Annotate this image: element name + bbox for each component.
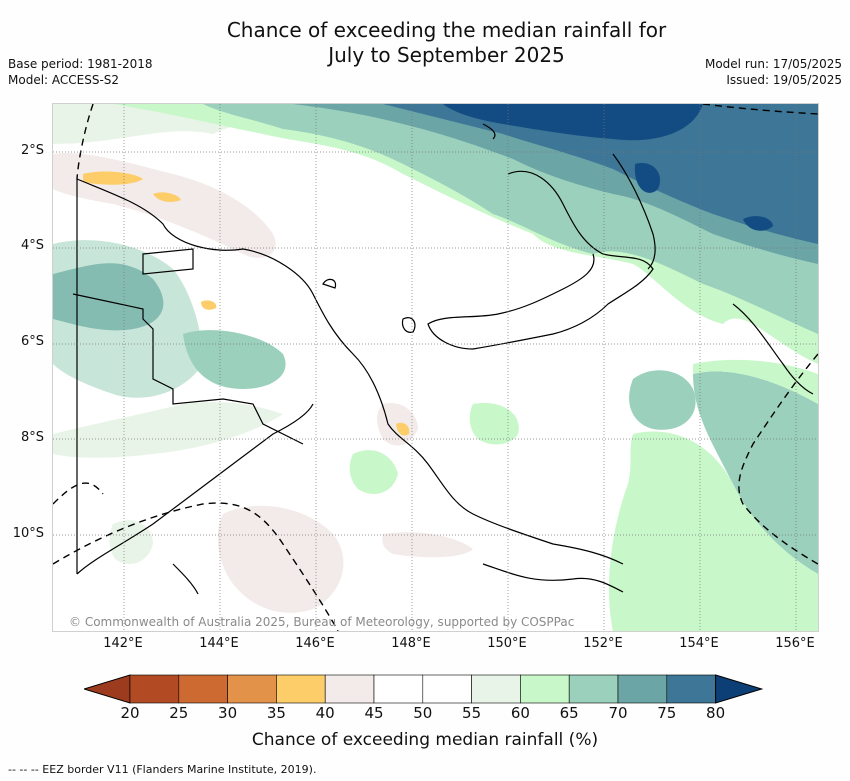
colorbar-segment [471, 674, 521, 704]
title-line-2: July to September 2025 [328, 43, 565, 67]
lon-label-152e: 152°E [583, 636, 623, 651]
lon-label-150e: 150°E [487, 636, 527, 651]
title-line-1: Chance of exceeding the median rainfall … [226, 18, 667, 42]
colorbar-segment [666, 674, 716, 704]
lat-label-6s: 6°S [20, 334, 44, 349]
colorbar-tick-label: 75 [657, 704, 677, 722]
colorbar-segment [178, 674, 228, 704]
colorbar-tick-label: 30 [218, 704, 238, 722]
colorbar-ticks: 20 25 30 35 40 45 50 55 60 65 70 75 80 [0, 704, 850, 724]
issue-info: Model run: 17/05/2025 Issued: 19/05/2025 [705, 56, 842, 88]
graticule [53, 104, 818, 631]
colorbar-tick-label: 65 [559, 704, 579, 722]
colorbar-under-arrow [82, 674, 131, 704]
colorbar-over-arrow [715, 674, 764, 704]
lat-label-8s: 8°S [20, 430, 44, 445]
colorbar-tick-label: 20 [120, 704, 140, 722]
colorbar-tick-label: 25 [169, 704, 189, 722]
eez-footnote: -- -- -- EEZ border V11 (Flanders Marine… [8, 763, 317, 776]
colorbar-segment [617, 674, 668, 704]
colorbar-tick-label: 35 [266, 704, 286, 722]
eez-borders [53, 104, 818, 631]
colorbar-bar [82, 674, 764, 704]
model-info: Base period: 1981-2018 Model: ACCESS-S2 [8, 56, 153, 88]
copyright-notice: © Commonwealth of Australia 2025, Bureau… [69, 615, 575, 629]
colorbar-tick-label: 70 [608, 704, 628, 722]
colorbar-tick-label: 40 [315, 704, 335, 722]
lat-label-2s: 2°S [20, 143, 44, 158]
colorbar-segment [129, 674, 180, 704]
lon-label-144e: 144°E [199, 636, 239, 651]
lon-label-154e: 154°E [679, 636, 719, 651]
colorbar-tick-label: 45 [364, 704, 384, 722]
rainfall-map: © Commonwealth of Australia 2025, Bureau… [52, 103, 819, 632]
lat-label-4s: 4°S [20, 238, 44, 253]
lon-label-142e: 142°E [103, 636, 143, 651]
colorbar-segment [520, 674, 570, 704]
colorbar-tick-label: 60 [510, 704, 530, 722]
colorbar-segment [373, 674, 424, 704]
colorbar-segment [568, 674, 619, 704]
colorbar-label: Chance of exceeding median rainfall (%) [251, 730, 599, 750]
colorbar-tick-label: 55 [462, 704, 482, 722]
probability-shading [53, 104, 818, 631]
chart-title: Chance of exceeding the median rainfall … [0, 18, 850, 68]
colorbar-tick-label: 80 [706, 704, 726, 722]
colorbar-segment [276, 674, 326, 704]
lon-label-156e: 156°E [775, 636, 815, 651]
model-name: Model: ACCESS-S2 [8, 73, 120, 87]
colorbar-segment [422, 674, 472, 704]
lon-label-148e: 148°E [391, 636, 431, 651]
lon-label-146e: 146°E [295, 636, 335, 651]
model-run: Model run: 17/05/2025 [704, 57, 842, 71]
colorbar-tick-label: 50 [413, 704, 433, 722]
map-canvas [53, 104, 818, 631]
coastlines [72, 123, 814, 595]
colorbar-segment [324, 674, 375, 704]
colorbar [82, 674, 768, 704]
lat-label-10s: 10°S [12, 526, 44, 541]
colorbar-segment [227, 674, 277, 704]
base-period: Base period: 1981-2018 [8, 57, 153, 71]
issued-date: Issued: 19/05/2025 [726, 73, 842, 87]
